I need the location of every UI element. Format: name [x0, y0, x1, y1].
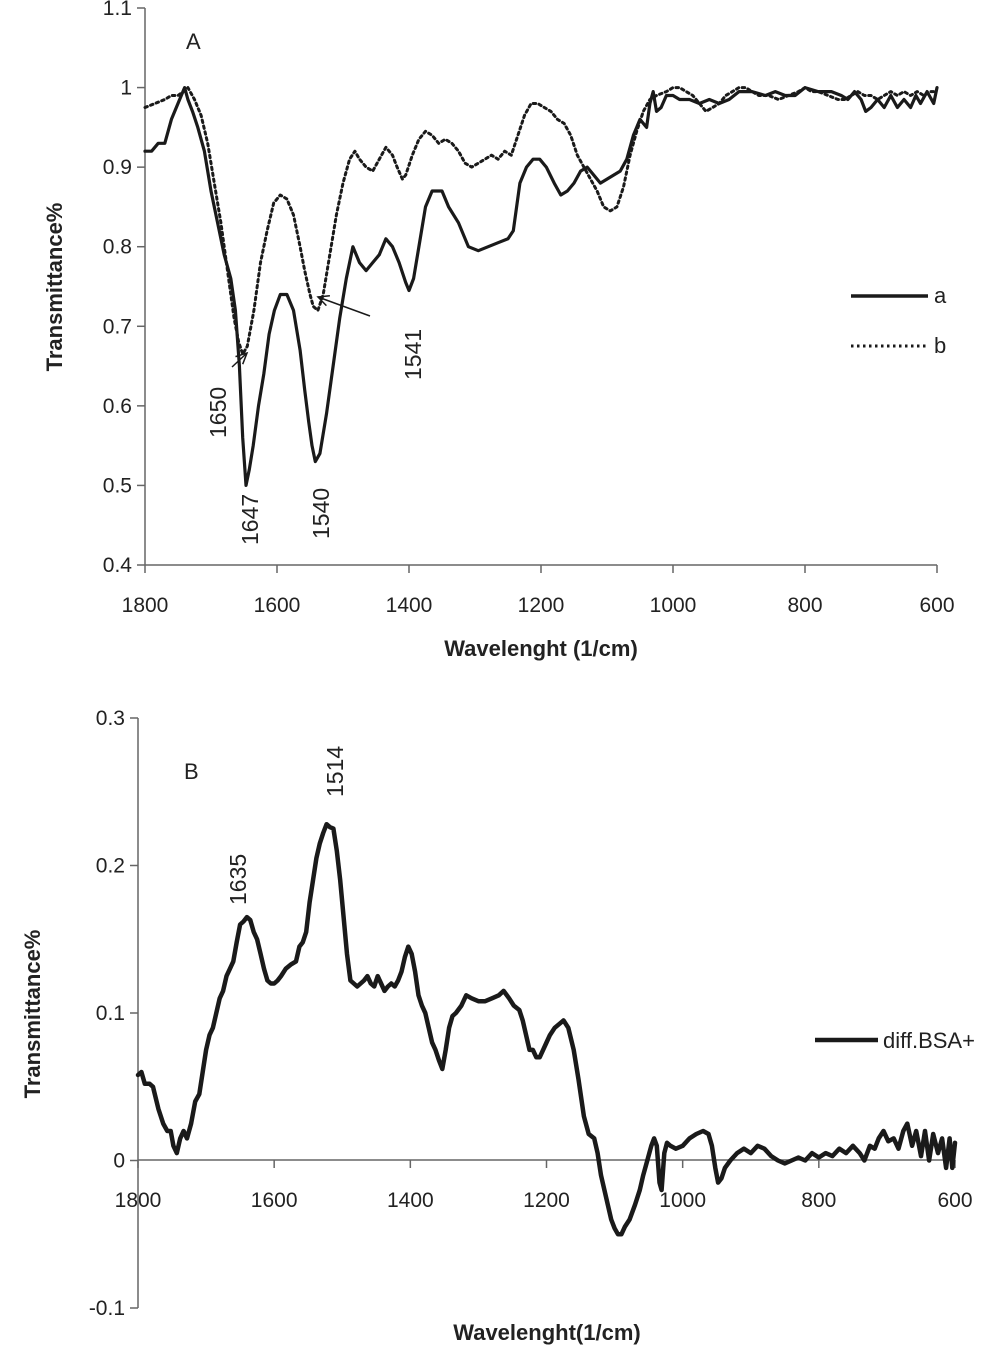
- series-line-diff-bsa-: [135, 821, 958, 1237]
- y-axis-title-b: Transmittance%: [20, 930, 45, 1099]
- x-tick-label: 600: [919, 594, 954, 617]
- y-tick-label: 0.5: [103, 474, 132, 497]
- series-line-b: [143, 86, 939, 356]
- x-tick-label: 1000: [659, 1189, 706, 1212]
- peak-label-1541: 1541: [400, 329, 426, 380]
- peak-label-1635: 1635: [225, 854, 251, 905]
- peak-label-1650: 1650: [205, 387, 231, 438]
- peak-arrowhead-1541: [316, 295, 330, 307]
- y-tick-label: -0.1: [89, 1297, 125, 1320]
- legend-label-b: b: [934, 333, 946, 358]
- x-tick-label: 1800: [122, 594, 169, 617]
- y-tick-label: 0.6: [103, 395, 132, 418]
- x-tick-label: 600: [937, 1189, 972, 1212]
- x-tick-label: 800: [787, 594, 822, 617]
- panel-label-a: A: [186, 29, 201, 54]
- peak-label-1514: 1514: [322, 746, 348, 797]
- peak-arrow-1541: [317, 296, 371, 317]
- peak-arrow-1650: [231, 352, 248, 368]
- x-tick-label: 800: [801, 1189, 836, 1212]
- y-tick-label: 0.3: [96, 707, 125, 730]
- peak-label-1647: 1647: [237, 494, 263, 545]
- y-tick-label: 0.7: [103, 315, 132, 338]
- x-tick-label: 1600: [251, 1189, 298, 1212]
- y-tick-label: 1.1: [103, 0, 132, 20]
- y-tick-label: 1: [120, 77, 132, 100]
- peak-arrowhead-1650: [235, 351, 249, 365]
- x-tick-label: 1400: [386, 594, 433, 617]
- series-line-a: [143, 86, 939, 487]
- x-tick-label: 1600: [254, 594, 301, 617]
- peak-label-1540: 1540: [308, 488, 334, 539]
- y-tick-label: 0.8: [103, 236, 132, 259]
- y-tick-label: 0: [113, 1150, 125, 1173]
- x-tick-label: 1400: [387, 1189, 434, 1212]
- x-axis-title-a: Wavelenght (1/cm): [444, 636, 638, 661]
- chart-panel-b: B Transmittance% Wavelenght(1/cm) diff.B…: [20, 707, 975, 1345]
- x-tick-label: 1800: [115, 1189, 162, 1212]
- x-axis-title-b: Wavelenght(1/cm): [453, 1320, 640, 1345]
- panel-label-b: B: [184, 759, 199, 784]
- y-tick-label: 0.2: [96, 855, 125, 878]
- legend-label-diff: diff.BSA+: [883, 1028, 975, 1053]
- x-tick-label: 1000: [650, 594, 697, 617]
- y-tick-label: 0.1: [96, 1002, 125, 1025]
- legend-label-a: a: [934, 283, 947, 308]
- x-tick-label: 1200: [523, 1189, 570, 1212]
- x-tick-label: 1200: [518, 594, 565, 617]
- y-axis-title-a: Transmittance%: [42, 203, 67, 372]
- y-tick-label: 0.9: [103, 156, 132, 179]
- chart-panel-a: A Transmittance% Wavelenght (1/cm) a b 0…: [42, 0, 955, 661]
- y-tick-label: 0.4: [103, 554, 133, 577]
